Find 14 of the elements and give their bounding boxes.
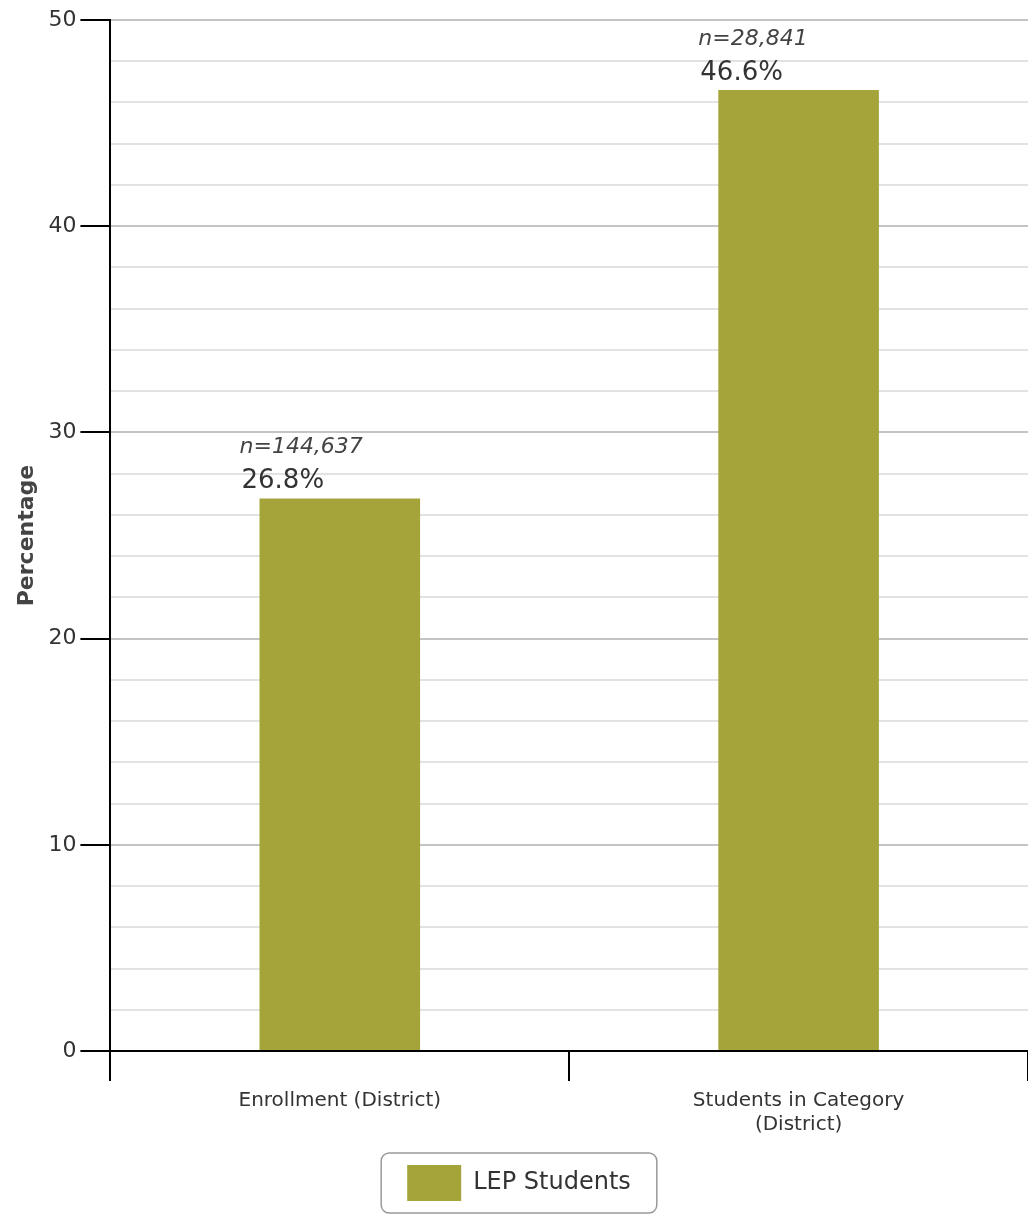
data-label: 26.8% bbox=[241, 464, 325, 495]
annotation: n=144,637 bbox=[239, 433, 363, 459]
legend-label: LEP Students bbox=[473, 1167, 631, 1196]
y-tick-label: 10 bbox=[48, 830, 77, 856]
y-tick-label: 0 bbox=[62, 1036, 77, 1062]
x-tick-label: Enrollment (District) bbox=[238, 1087, 442, 1112]
data-label: 46.6% bbox=[700, 55, 783, 86]
annotation: n=28,841 bbox=[698, 24, 808, 50]
y-tick-label: 30 bbox=[48, 418, 77, 444]
y-axis-title: Percentage bbox=[12, 464, 38, 607]
y-tick-label: 20 bbox=[48, 624, 77, 650]
y-tick-label: 40 bbox=[48, 211, 77, 237]
x-tick-label: Students in Category (District) bbox=[692, 1087, 905, 1136]
y-tick-label: 50 bbox=[48, 5, 77, 31]
